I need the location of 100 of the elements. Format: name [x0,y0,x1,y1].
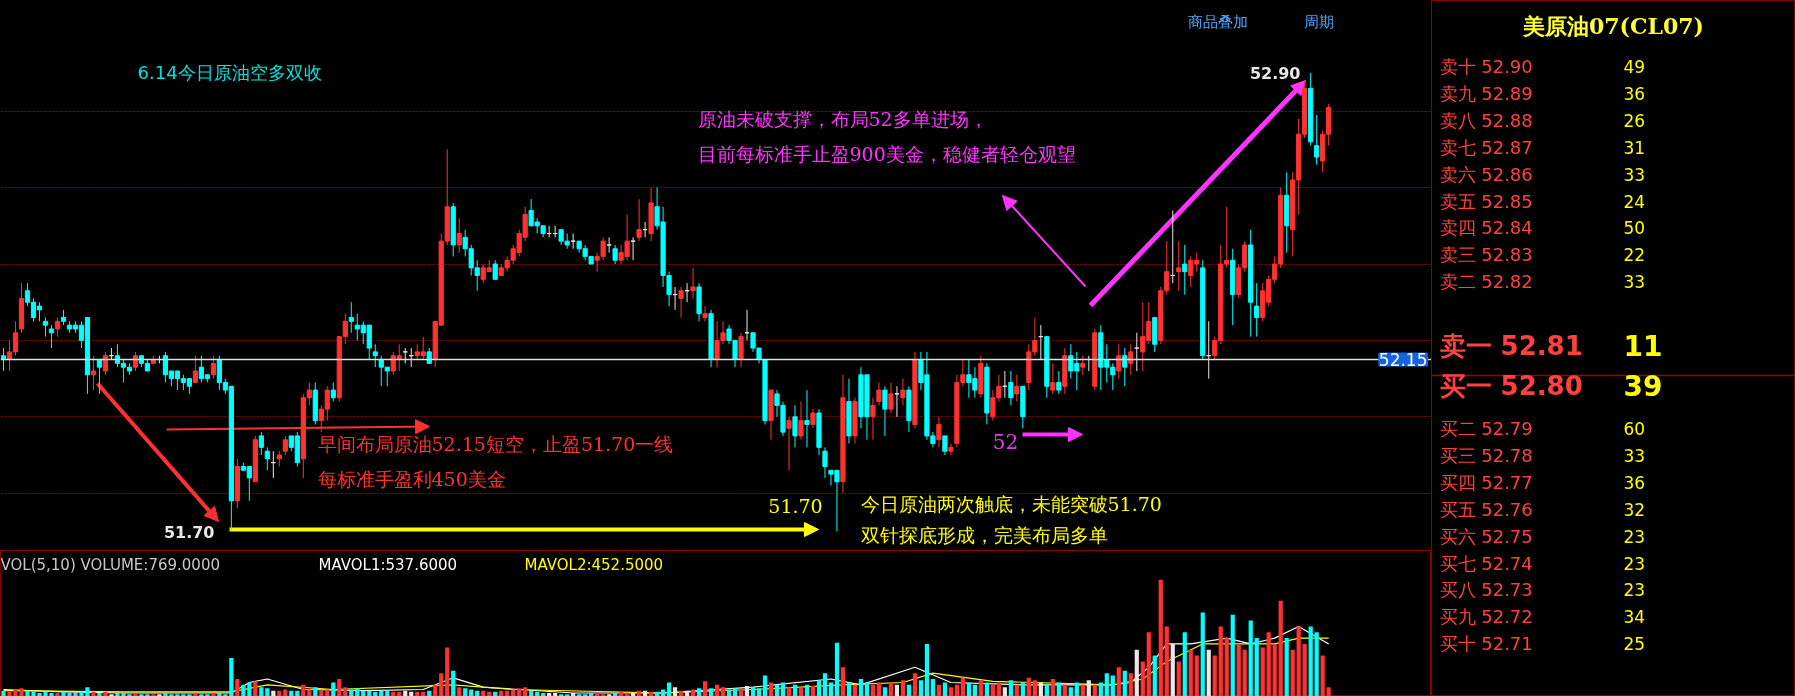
bar [1020,682,1025,696]
bar [666,682,672,696]
candlestick [1080,355,1086,376]
candlestick [42,317,49,338]
bar [55,693,60,696]
bar [289,690,294,696]
bar [1326,687,1331,696]
text: 卖八 52.88 [1439,109,1533,131]
bar [810,685,816,696]
bar [553,693,558,696]
bar [1152,655,1157,696]
bar [918,680,924,696]
candlestick [900,378,906,406]
annotation: 双针探底形成，完美布局多单 [860,523,1108,546]
bar [798,687,804,696]
text: 卖十 52.90 [1439,56,1533,77]
bar [547,693,552,696]
bar [463,688,468,696]
bar [714,684,720,696]
text: 39 [1623,370,1663,403]
bar [97,693,102,696]
bar [1200,612,1205,696]
bar [1182,632,1187,696]
candlestick [282,435,288,456]
bar [1266,632,1271,696]
candlestick [348,301,354,334]
bar [756,688,762,696]
bar [319,690,324,696]
bar [1194,655,1199,696]
bar [1,690,6,696]
bar [481,690,486,696]
bar [589,693,594,696]
bar [1212,655,1217,696]
bar [864,682,870,696]
bar [972,684,977,696]
bar [331,682,336,696]
annotation: 每标准手盈利450美金 [317,467,506,490]
candlestick [630,236,636,261]
candlestick [690,267,696,299]
bar [643,690,648,696]
bar [631,693,636,696]
text: 买三 52.78 [1439,444,1533,466]
bar [253,681,258,696]
bar [1068,687,1073,696]
text: 卖三 52.83 [1439,244,1533,266]
bar [678,690,684,696]
annotation: 51.70 [768,494,823,517]
bar [193,693,198,696]
text: 33 [1623,445,1646,466]
candlestick [1008,370,1014,406]
bar [445,647,450,696]
text: 6.14今日原油空多双收 [137,62,322,83]
bar [948,687,953,696]
bar [433,684,438,696]
text: 32 [1623,499,1646,520]
bar [708,688,714,696]
candlestick [102,351,109,376]
bar [1032,680,1037,696]
bar [1302,643,1307,696]
candlestick [330,381,336,403]
bar [996,682,1001,696]
bar [744,685,750,696]
bar [277,690,282,696]
text: 买八 52.73 [1439,579,1533,601]
bar [924,643,930,696]
bar [229,657,234,696]
annotation: 52 [992,430,1019,454]
bar [1170,643,1175,696]
bar [1026,677,1031,696]
annotation: 目前每标准手止盈900美金，稳健者轻仓观望 [697,142,1076,165]
bar [271,690,276,696]
candlestick [882,385,888,437]
candlestick [936,416,942,448]
candlestick [636,198,642,242]
bar [1080,684,1085,696]
bar [451,670,456,696]
bar [936,684,942,696]
bar [792,684,798,696]
bar [163,693,168,696]
candlestick [942,435,948,456]
bar [1056,682,1061,696]
bar [984,682,989,696]
bar [511,689,516,696]
bar [696,688,702,696]
candlestick [54,317,61,338]
annotation: 今日原油两次触底，未能突破51.70 [860,492,1162,515]
bar [1008,680,1013,696]
bar [1158,579,1163,696]
bar [876,682,882,696]
bar [942,682,947,696]
candlestick [948,443,954,456]
candlestick [132,351,139,372]
bar [978,680,983,696]
candlestick [192,355,198,383]
text: 36 [1623,472,1646,493]
bar [541,693,546,696]
bar [732,688,738,696]
bar [1224,638,1229,696]
bar [529,690,534,696]
ref-line-label: 52.15 [1378,350,1428,371]
